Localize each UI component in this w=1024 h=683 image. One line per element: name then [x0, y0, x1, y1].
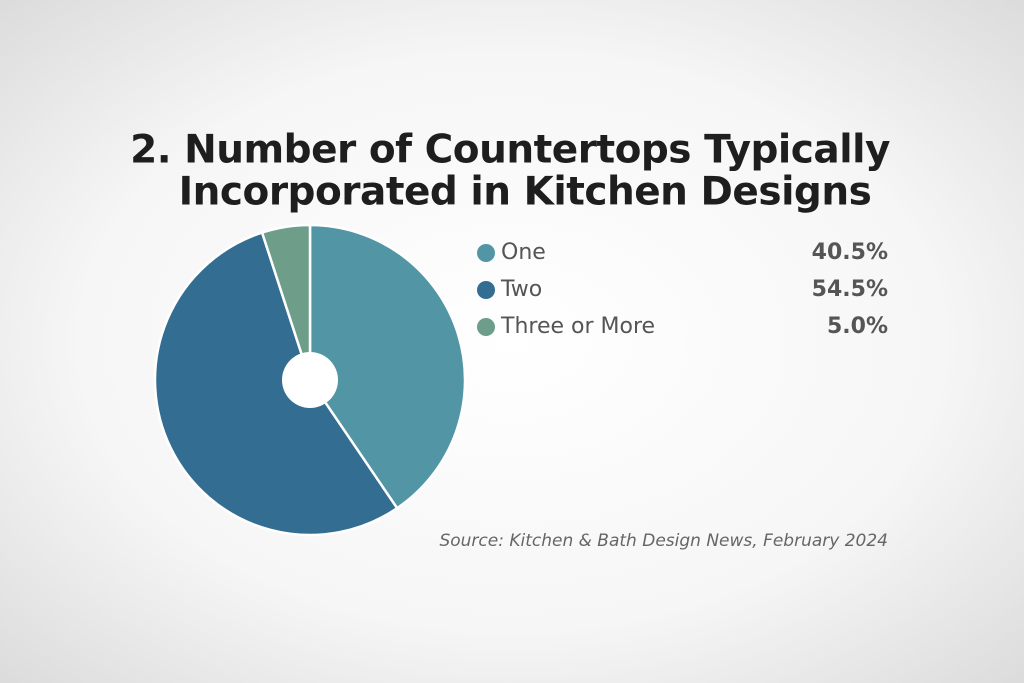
value-label: 40.5%: [812, 240, 888, 265]
value-label: 54.5%: [812, 277, 888, 302]
pie-slice: [308, 223, 467, 510]
legend-label: Three or More: [500, 314, 655, 339]
legend: One 40.5% Two 54.5% Three or More 5.0%: [477, 240, 888, 339]
value-label: 5.0%: [827, 314, 888, 339]
legend-swatch: [477, 281, 495, 299]
pie-slice: [153, 231, 399, 537]
legend-swatch: [477, 318, 495, 336]
pie-hole: [282, 352, 338, 408]
legend-swatch: [477, 244, 495, 262]
legend-label: Two: [500, 277, 542, 302]
pie: [153, 223, 467, 537]
chart-title: Incorporated in Kitchen Designs: [179, 170, 872, 215]
pie-slice: [260, 223, 312, 381]
source-note: Source: Kitchen & Bath Design News, Febr…: [439, 531, 888, 551]
legend-label: One: [501, 240, 546, 265]
chart-title: 2. Number of Countertops Typically: [130, 128, 890, 173]
